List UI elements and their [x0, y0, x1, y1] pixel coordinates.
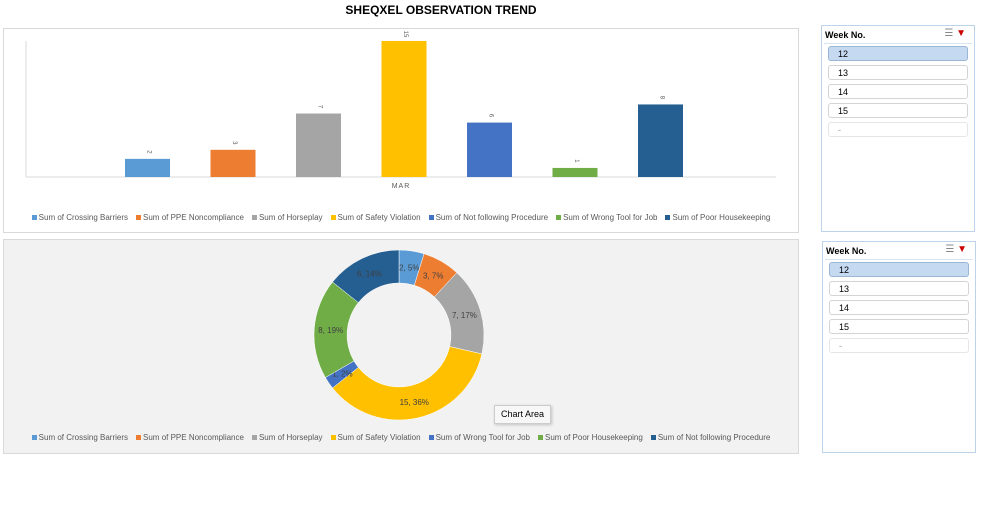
bar[interactable]: [552, 167, 598, 177]
donut-slice[interactable]: [332, 249, 400, 303]
legend-label: Sum of Not following Procedure: [657, 433, 771, 442]
slicer-divider: [825, 259, 973, 260]
legend-label: Sum of Safety Violation: [337, 213, 421, 222]
legend-swatch: [665, 215, 671, 220]
legend-swatch: [537, 435, 543, 440]
slice-data-label: 2, 5%: [399, 263, 419, 272]
legend-swatch: [330, 215, 336, 220]
legend-entry: Sum of Safety Violation: [330, 213, 421, 222]
legend-label: Sum of PPE Noncompliance: [143, 213, 244, 222]
slicer-item[interactable]: 12: [829, 262, 969, 277]
legend-entry: Sum of Not following Procedure: [428, 213, 549, 222]
bar-data-label: 6: [488, 114, 494, 118]
slicer-item[interactable]: 13: [829, 281, 969, 296]
bar[interactable]: [467, 122, 512, 177]
legend-label: Sum of Poor Housekeeping: [544, 433, 643, 442]
slicer-item[interactable]: 15: [828, 103, 968, 118]
legend-swatch: [428, 215, 434, 220]
legend-label: Sum of Horseplay: [258, 433, 323, 442]
legend-entry: Sum of Crossing Barriers: [31, 213, 129, 222]
legend-swatch: [428, 435, 434, 440]
legend-label: Sum of Crossing Barriers: [38, 213, 129, 222]
legend-swatch: [556, 215, 562, 220]
legend-entry: Sum of PPE Noncompliance: [136, 213, 244, 222]
legend-swatch: [31, 215, 37, 220]
bar-data-label: 7: [317, 105, 323, 109]
legend-entry: Sum of Not following Procedure: [650, 433, 771, 442]
bar-data-label: 8: [659, 96, 665, 100]
legend-swatch: [136, 215, 142, 220]
slice-data-label: 3, 7%: [423, 272, 443, 281]
week-slicer-1[interactable]: Week No. ☰ ▼ 12 13 14 15 -: [821, 25, 975, 232]
slice-data-label: 15, 36%: [400, 398, 429, 407]
legend-label: Sum of Horseplay: [258, 213, 323, 222]
bar-data-label: 1: [573, 159, 579, 163]
legend-label: Sum of Not following Procedure: [435, 213, 549, 222]
donut-chart-area[interactable]: 2, 5% 3, 7% 7, 17% 15, 36% 1, 2% 8, 19% 6, 14%…: [3, 239, 799, 454]
slicer-header: Week No.: [825, 30, 866, 40]
legend-entry: Sum of PPE Noncompliance: [136, 433, 244, 442]
bar-data-label: 3: [231, 141, 237, 145]
slicer-item[interactable]: 15: [829, 319, 969, 334]
slicer-item[interactable]: 14: [829, 300, 969, 315]
chart-area-tooltip: Chart Area: [494, 405, 551, 424]
legend-label: Sum of Crossing Barriers: [38, 433, 129, 442]
x-tick-label: MAR: [392, 183, 411, 190]
bar-chart-area[interactable]: 2 3 7 15 6 1 8 MAR Sum of Crossing Barriers Sum …: [3, 28, 799, 233]
bar[interactable]: [381, 40, 427, 177]
slicer-header: Week No.: [826, 246, 867, 256]
slicer-item[interactable]: 12: [828, 46, 968, 61]
legend-swatch: [136, 435, 142, 440]
legend-swatch: [31, 435, 37, 440]
slicer-item[interactable]: 13: [828, 65, 968, 80]
legend-entry: Sum of Horseplay: [251, 433, 323, 442]
legend-label: Sum of Wrong Tool for Job: [435, 433, 530, 442]
bar-data-label: 2: [146, 150, 152, 154]
legend-swatch: [650, 435, 656, 440]
bar[interactable]: [638, 104, 683, 177]
legend-entry: Sum of Crossing Barriers: [31, 433, 129, 442]
legend-label: Sum of Poor Housekeeping: [672, 213, 771, 222]
legend-entry: Sum of Wrong Tool for Job: [428, 433, 530, 442]
legend-entry: Sum of Wrong Tool for Job: [556, 213, 657, 222]
multi-select-icon[interactable]: ☰: [945, 244, 955, 255]
slice-data-label: 7, 17%: [452, 311, 477, 320]
slice-data-label: 6, 14%: [357, 269, 382, 278]
slicer-item[interactable]: 14: [828, 84, 968, 99]
clear-filter-icon[interactable]: ▼: [957, 244, 967, 255]
slicer-item[interactable]: -: [829, 338, 969, 353]
donut-slice[interactable]: [332, 346, 483, 421]
legend-entry: Sum of Poor Housekeeping: [537, 433, 643, 442]
clear-filter-icon[interactable]: ▼: [956, 28, 966, 39]
slicer-divider: [824, 43, 972, 44]
bar-chart: 2 3 7 15 6 1 8 MAR: [25, 31, 776, 190]
slice-data-label: 8, 19%: [318, 326, 343, 335]
legend-swatch: [251, 435, 257, 440]
bar[interactable]: [296, 113, 341, 177]
legend-swatch: [330, 435, 336, 440]
legend-label: Sum of PPE Noncompliance: [143, 433, 244, 442]
legend-label: Sum of Safety Violation: [337, 433, 421, 442]
legend-label: Sum of Wrong Tool for Job: [563, 213, 658, 222]
bar-data-label: 15: [402, 31, 408, 38]
legend-entry: Sum of Horseplay: [251, 213, 323, 222]
bar[interactable]: [125, 158, 170, 177]
legend-entry: Sum of Poor Housekeeping: [665, 213, 770, 222]
page-title: SHEQXEL OBSERVATION TREND: [345, 3, 537, 17]
bar-legend: Sum of Crossing Barriers Sum of PPE Nonco…: [4, 213, 798, 222]
donut-chart: 2, 5% 3, 7% 7, 17% 15, 36% 1, 2% 8, 19% 6, 14%: [313, 249, 485, 421]
legend-entry: Sum of Safety Violation: [330, 433, 421, 442]
multi-select-icon[interactable]: ☰: [944, 28, 954, 39]
slicer-item[interactable]: -: [828, 122, 968, 137]
legend-swatch: [251, 215, 257, 220]
week-slicer-2[interactable]: Week No. ☰ ▼ 12 13 14 15 -: [822, 241, 976, 453]
bar[interactable]: [210, 149, 256, 177]
donut-legend: Sum of Crossing Barriers Sum of PPE Nonco…: [4, 433, 798, 442]
slice-data-label: 1, 2%: [332, 370, 352, 379]
